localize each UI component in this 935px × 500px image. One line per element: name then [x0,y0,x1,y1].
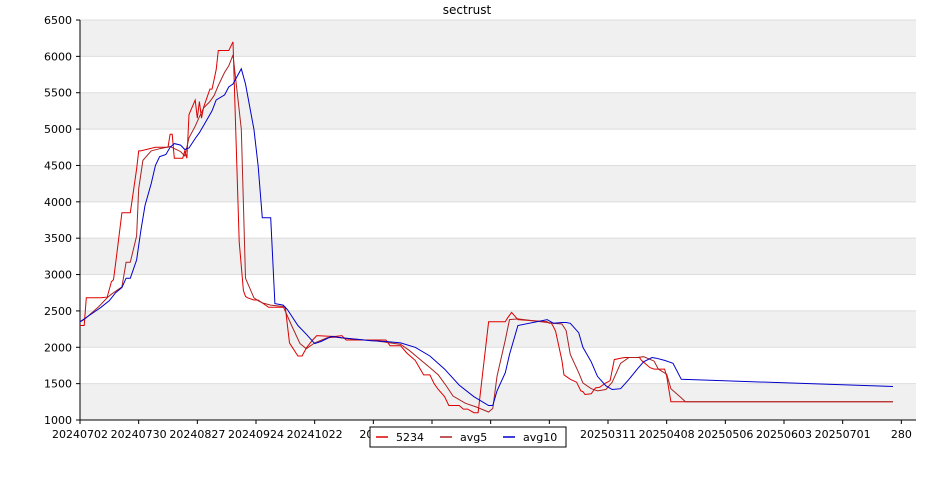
x-tick-label: 20250603 [756,428,812,441]
x-tick-label: 20240702 [52,428,108,441]
y-tick-label: 1500 [44,378,72,391]
series-line-avg10 [79,67,894,406]
legend-label: 5234 [396,431,424,444]
legend-label: avg10 [523,431,557,444]
y-tick-label: 5500 [44,87,72,100]
y-tick-label: 2500 [44,305,72,318]
legend-label: avg5 [460,431,487,444]
y-tick-label: 1000 [44,414,72,427]
x-tick-label: 20240924 [228,428,284,441]
series-lines [79,41,894,414]
y-tick-label: 5000 [44,123,72,136]
x-tick-label: 20250701 [815,428,871,441]
x-tick-label: 20250311 [580,428,636,441]
x-tick-label: 20250408 [639,428,695,441]
y-tick-label: 2000 [44,341,72,354]
grid-band [80,238,916,275]
x-tick-label: 280 [891,428,912,441]
grid-band [80,20,916,57]
grid-band [80,165,916,202]
y-tick-label: 4500 [44,159,72,172]
y-tick-label: 6000 [44,50,72,63]
y-tick-label: 3500 [44,232,72,245]
x-tick-label: 20240730 [111,428,167,441]
y-tick-label: 4000 [44,196,72,209]
series-line-5234 [80,41,893,414]
grid-band [80,92,916,130]
y-tick-label: 3000 [44,269,72,282]
legend-box [369,426,567,448]
x-tick-label: 20250506 [697,428,753,441]
grid-bands [80,19,916,421]
x-tick-label: 20241022 [287,428,343,441]
grid-band [80,310,916,348]
x-tick-label: 20240827 [169,428,225,441]
chart-title: sectrust [443,3,492,17]
legend: 5234 avg5 avg10 [369,426,567,448]
y-axis: 1000 1500 2000 2500 3000 3500 4000 4500 5000 5500… [44,14,81,427]
y-tick-label: 6500 [44,14,72,27]
